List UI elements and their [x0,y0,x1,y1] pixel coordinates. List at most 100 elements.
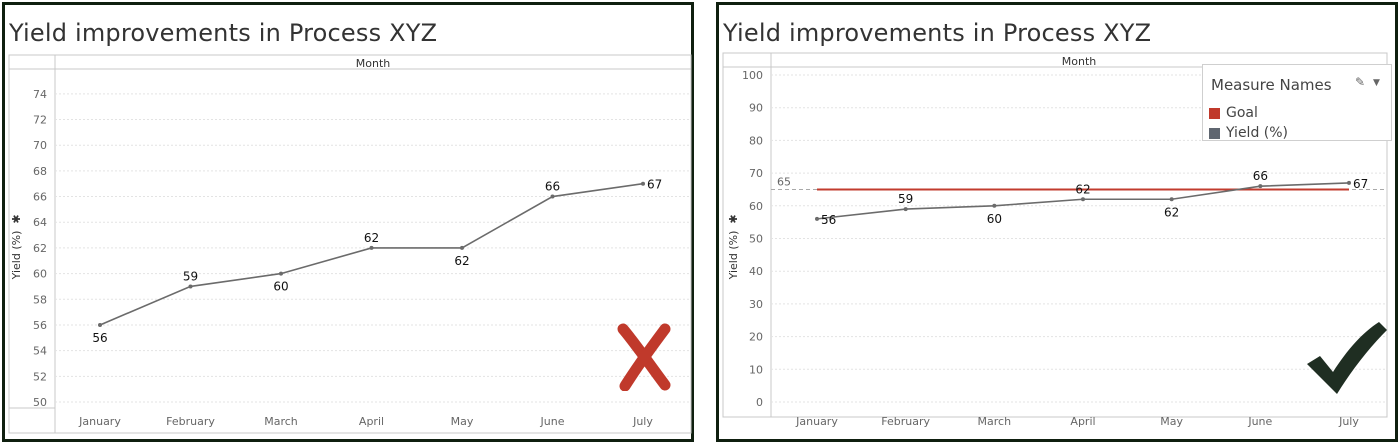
x-tick-label: April [1070,415,1095,428]
chart-frame [8,54,692,434]
legend-item-goal[interactable]: Goal [1209,105,1258,121]
data-label: 60 [987,212,1002,226]
cross-mark-icon [617,323,671,391]
x-tick-label: April [359,415,384,428]
data-label: 56 [92,331,107,345]
legend-item-yield[interactable]: Yield (%) [1209,125,1288,141]
y-tick-label: 20 [749,331,763,344]
data-point [1169,197,1174,202]
y-tick-label: 30 [749,298,763,311]
data-label: 62 [1075,182,1090,196]
y-tick-label: 50 [749,233,763,246]
sort-icon[interactable]: ✱ [727,214,740,223]
x-tick-label: February [166,415,215,428]
x-tick-label: February [881,415,930,428]
data-label: 66 [545,180,560,194]
x-tick-label: May [1160,415,1183,428]
data-point [1258,184,1263,189]
y-tick-label: 64 [33,216,47,229]
data-point [641,181,645,186]
y-axis-ticks: 50 52 54 56 58 60 62 64 66 68 70 72 74 [33,88,47,409]
data-labels: 56 59 60 62 62 66 67 [92,178,662,345]
y-tick-label: 50 [33,396,47,409]
x-axis-ticks: January February March April May June July [78,415,653,428]
data-point [188,284,193,289]
frame-border [722,52,1388,418]
sort-icon[interactable]: ✱ [10,214,23,223]
y-tick-label: 56 [33,319,47,332]
data-point [460,245,464,250]
data-point [903,207,908,212]
pencil-icon[interactable]: ✎ [1355,75,1366,89]
y-tick-label: 70 [33,139,47,152]
y-tick-label: 74 [33,88,47,101]
data-label: 62 [1164,205,1179,219]
right-chart-panel: Yield improvements in Process XYZ Month … [716,2,1398,442]
data-point [1081,197,1085,202]
x-tick-label: June [1247,415,1272,428]
y-tick-label: 100 [742,69,763,82]
frame-border [8,54,692,434]
y-tick-label: 90 [749,102,763,115]
y-axis-label: Yield (%) [10,231,23,281]
data-labels: 56 59 60 62 62 66 67 [821,169,1368,227]
data-label: 66 [1253,169,1268,183]
data-label: 62 [364,231,379,245]
x-tick-label: July [632,415,653,428]
data-label: 56 [821,213,836,227]
x-axis-ticks: January February March April May June July [795,415,1359,428]
y-axis-label: Yield (%) [727,231,740,281]
y-tick-label: 80 [749,134,763,147]
y-tick-label: 70 [749,167,763,180]
data-label: 59 [898,192,913,206]
x-tick-label: May [451,415,474,428]
left-line-chart: Month Yield (%) ✱ 50 52 54 56 58 60 62 64 66 68 70… [8,54,692,434]
legend-item-label: Yield (%) [1226,125,1289,141]
goal-swatch [1209,107,1220,119]
y-tick-label: 58 [33,293,47,306]
column-header: Month [1062,55,1097,68]
chevron-down-icon[interactable]: ▼ [1373,78,1380,88]
y-tick-label: 54 [33,345,47,358]
y-tick-label: 66 [33,191,47,204]
yield-line [99,182,644,326]
data-label: 59 [183,269,198,283]
legend: Measure Names ✎ ▼ Goal Yield (%) [1202,64,1392,141]
data-point [992,203,997,208]
y-tick-label: 40 [749,265,763,278]
x-tick-label: March [978,415,1012,428]
y-tick-label: 72 [33,114,47,127]
y-tick-label: 60 [749,200,763,213]
left-chart-panel: Yield improvements in Process XYZ Month … [2,2,694,442]
y-tick-label: 68 [33,165,47,178]
data-point [369,245,374,250]
chart-title: Yield improvements in Process XYZ [9,19,438,47]
y-tick-label: 10 [749,363,763,376]
legend-item-label: Goal [1226,105,1258,121]
x-tick-label: July [1338,415,1359,428]
column-header: Month [356,57,391,70]
y-tick-label: 60 [33,268,47,281]
data-point [815,216,819,221]
legend-title: Measure Names [1211,76,1332,94]
x-tick-label: January [795,415,838,428]
y-tick-label: 0 [756,396,763,409]
data-label: 60 [273,280,288,294]
data-point [550,194,555,199]
y-tick-label: 52 [33,370,47,383]
data-label: 67 [647,178,662,192]
series-yield [815,180,1351,221]
chart-title: Yield improvements in Process XYZ [723,19,1152,47]
yield-swatch [1209,127,1220,139]
x-tick-label: March [264,415,298,428]
y-axis-ticks: 0 10 20 30 40 50 60 70 80 90 100 [742,69,763,409]
data-label: 62 [454,254,469,268]
data-point [98,322,102,327]
x-tick-label: June [540,415,565,428]
check-mark-icon [1307,322,1387,394]
data-label: 67 [1353,177,1368,191]
data-point [279,271,283,276]
y-tick-label: 62 [33,242,47,255]
x-tick-label: January [78,415,121,428]
reference-line-label: 65 [777,175,791,188]
